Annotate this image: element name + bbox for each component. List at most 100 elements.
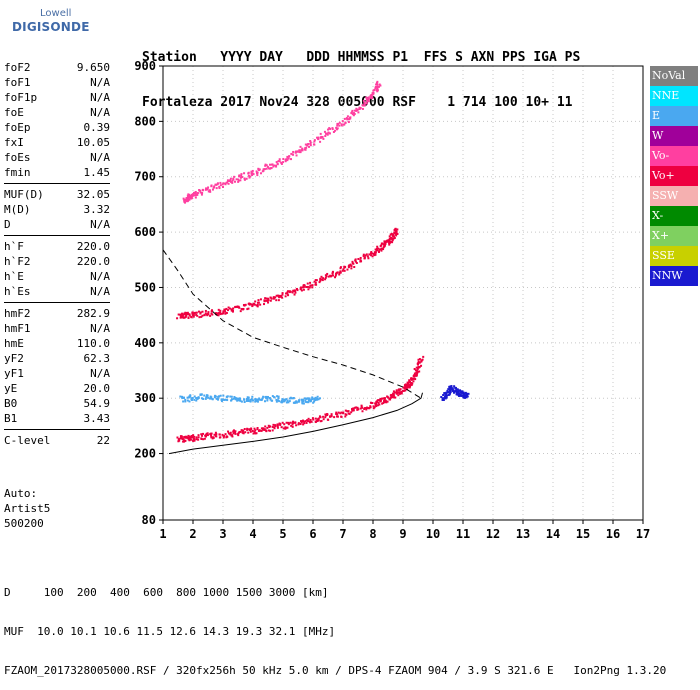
echo-point <box>207 186 210 189</box>
echo-point <box>233 175 236 178</box>
echo-point <box>296 289 299 292</box>
echo-point <box>276 426 279 429</box>
echo-point <box>184 313 187 316</box>
echo-point <box>232 177 235 180</box>
echo-point <box>286 156 289 159</box>
echo-point <box>453 390 456 393</box>
echo-point <box>369 252 372 255</box>
echo-point <box>267 297 270 300</box>
param-value: N/A <box>90 91 110 104</box>
param-value: N/A <box>90 367 110 380</box>
echo-point <box>379 399 382 402</box>
param-name: hmE <box>4 337 24 350</box>
echo-point <box>194 192 197 195</box>
echo-point <box>195 436 198 439</box>
echo-point <box>383 401 386 404</box>
echo-point <box>354 259 357 262</box>
echo-point <box>272 423 275 426</box>
echo-point <box>313 398 316 401</box>
param-row: h`F 220.0 <box>4 239 110 254</box>
echo-point <box>207 311 210 314</box>
echo-point <box>201 310 204 313</box>
echo-point <box>277 395 280 398</box>
echo-point <box>369 401 372 404</box>
echo-point <box>322 137 325 140</box>
echo-point <box>359 407 362 410</box>
echo-point <box>309 418 312 421</box>
echo-point <box>299 286 302 289</box>
echo-point <box>384 242 387 245</box>
echo-point <box>415 371 418 374</box>
echo-point <box>297 423 300 426</box>
echo-point <box>264 395 267 398</box>
echo-point <box>371 402 374 405</box>
echo-point <box>305 286 308 289</box>
echo-point <box>394 232 397 235</box>
echo-point <box>224 182 227 185</box>
echo-point <box>379 244 382 247</box>
echo-point <box>282 427 285 430</box>
echo-point <box>379 248 382 251</box>
echo-point <box>212 186 215 189</box>
param-value: 9.650 <box>76 61 110 74</box>
echo-point <box>384 399 387 402</box>
echo-point <box>417 370 420 373</box>
echo-point <box>288 397 291 400</box>
echo-point <box>383 399 386 402</box>
echo-point <box>363 104 366 107</box>
echo-point <box>382 246 385 249</box>
echo-point <box>301 149 304 152</box>
echo-point <box>276 163 279 166</box>
echo-point <box>277 160 280 163</box>
echo-point <box>237 178 240 181</box>
echo-point <box>292 289 295 292</box>
echo-point <box>339 271 342 274</box>
echo-point <box>243 172 246 175</box>
echo-point <box>306 144 309 147</box>
echo-point <box>326 272 329 275</box>
echo-point <box>336 271 339 274</box>
echo-point <box>374 251 377 254</box>
param-value: N/A <box>90 218 110 231</box>
echo-point <box>326 413 329 416</box>
y-tick-label: 300 <box>134 391 156 405</box>
echo-point <box>288 400 291 403</box>
echo-point <box>288 155 291 158</box>
echo-point <box>236 433 239 436</box>
echo-point <box>294 421 297 424</box>
echo-point <box>238 397 241 400</box>
echo-point <box>316 395 319 398</box>
echo-point <box>306 420 309 423</box>
echo-point <box>286 426 289 429</box>
echo-point <box>239 399 242 402</box>
echo-point <box>385 240 388 243</box>
echo-point <box>197 310 200 313</box>
echo-point <box>420 360 423 363</box>
echo-point <box>413 368 416 371</box>
echo-point <box>462 394 465 397</box>
echo-point <box>215 183 218 186</box>
echo-point <box>286 399 289 402</box>
echo-point <box>206 432 209 435</box>
echo-point <box>211 437 214 440</box>
echo-point <box>183 316 186 319</box>
echo-point <box>367 257 370 260</box>
echo-point <box>336 127 339 130</box>
echo-point <box>340 123 343 126</box>
echo-point <box>407 382 410 385</box>
echo-point <box>204 309 207 312</box>
echo-point <box>292 420 295 423</box>
echo-point <box>201 191 204 194</box>
echo-point <box>344 121 347 124</box>
echo-point <box>375 83 378 86</box>
echo-point <box>344 409 347 412</box>
echo-point <box>404 385 407 388</box>
echo-point <box>267 299 270 302</box>
echo-point <box>371 95 374 98</box>
echo-point <box>260 399 263 402</box>
echo-point <box>200 193 203 196</box>
echo-point <box>289 290 292 293</box>
echo-point <box>368 253 371 256</box>
echo-point <box>208 189 211 192</box>
echo-point <box>303 422 306 425</box>
